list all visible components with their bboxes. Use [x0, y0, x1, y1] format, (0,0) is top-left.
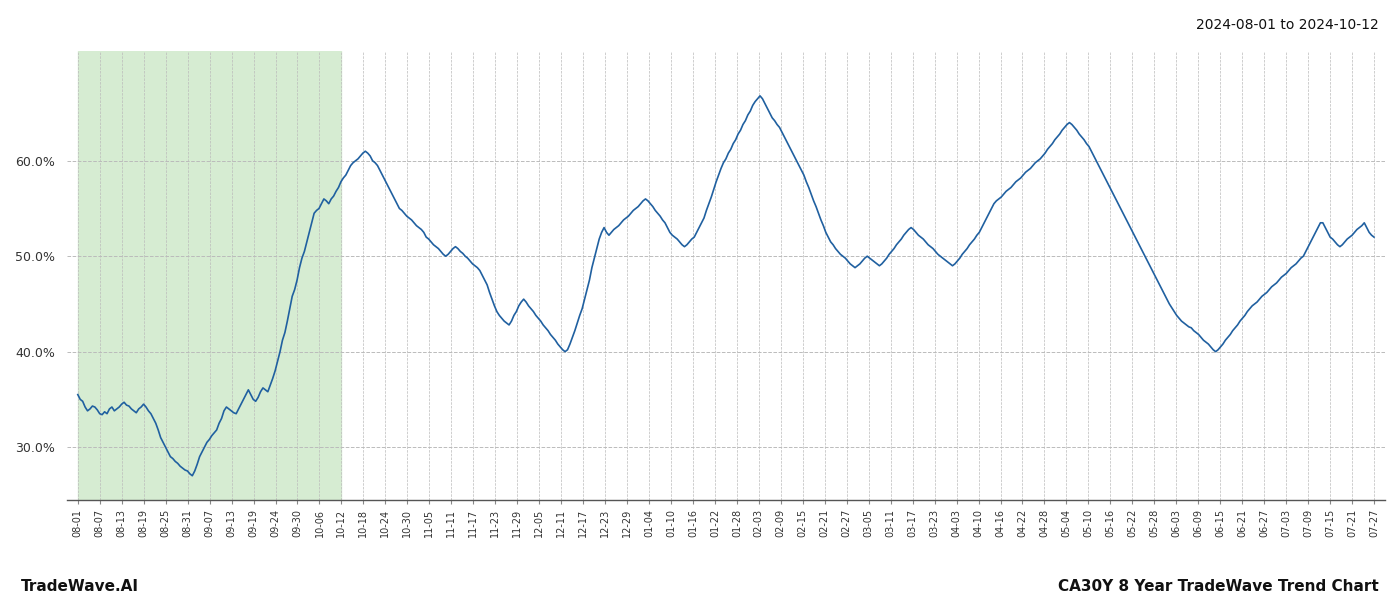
Bar: [78, 51, 342, 500]
Text: CA30Y 8 Year TradeWave Trend Chart: CA30Y 8 Year TradeWave Trend Chart: [1058, 579, 1379, 594]
Text: TradeWave.AI: TradeWave.AI: [21, 579, 139, 594]
Text: 2024-08-01 to 2024-10-12: 2024-08-01 to 2024-10-12: [1196, 18, 1379, 32]
